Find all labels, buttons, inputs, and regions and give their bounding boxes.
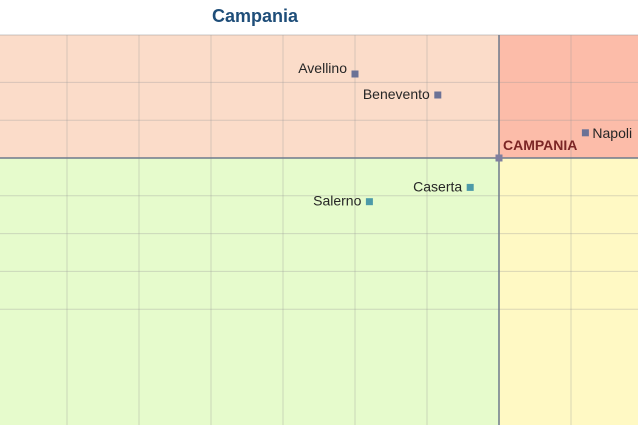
quadrant-bottom-right bbox=[499, 158, 638, 425]
reference-point bbox=[495, 154, 503, 162]
chart-title: Campania bbox=[211, 6, 299, 26]
quadrant-top-right bbox=[499, 35, 638, 158]
quadrant-top-left bbox=[0, 35, 499, 158]
data-point bbox=[466, 183, 474, 191]
data-label: Salerno bbox=[313, 193, 361, 209]
data-label: Caserta bbox=[413, 178, 462, 194]
data-label: Napoli bbox=[592, 125, 632, 141]
data-point bbox=[581, 129, 589, 137]
data-point bbox=[434, 91, 442, 99]
data-point bbox=[365, 198, 373, 206]
reference-label: CAMPANIA bbox=[503, 137, 577, 153]
data-label: Benevento bbox=[363, 86, 430, 102]
data-point bbox=[351, 70, 359, 78]
quadrant-bottom-left bbox=[0, 158, 499, 425]
data-label: Avellino bbox=[298, 60, 347, 76]
